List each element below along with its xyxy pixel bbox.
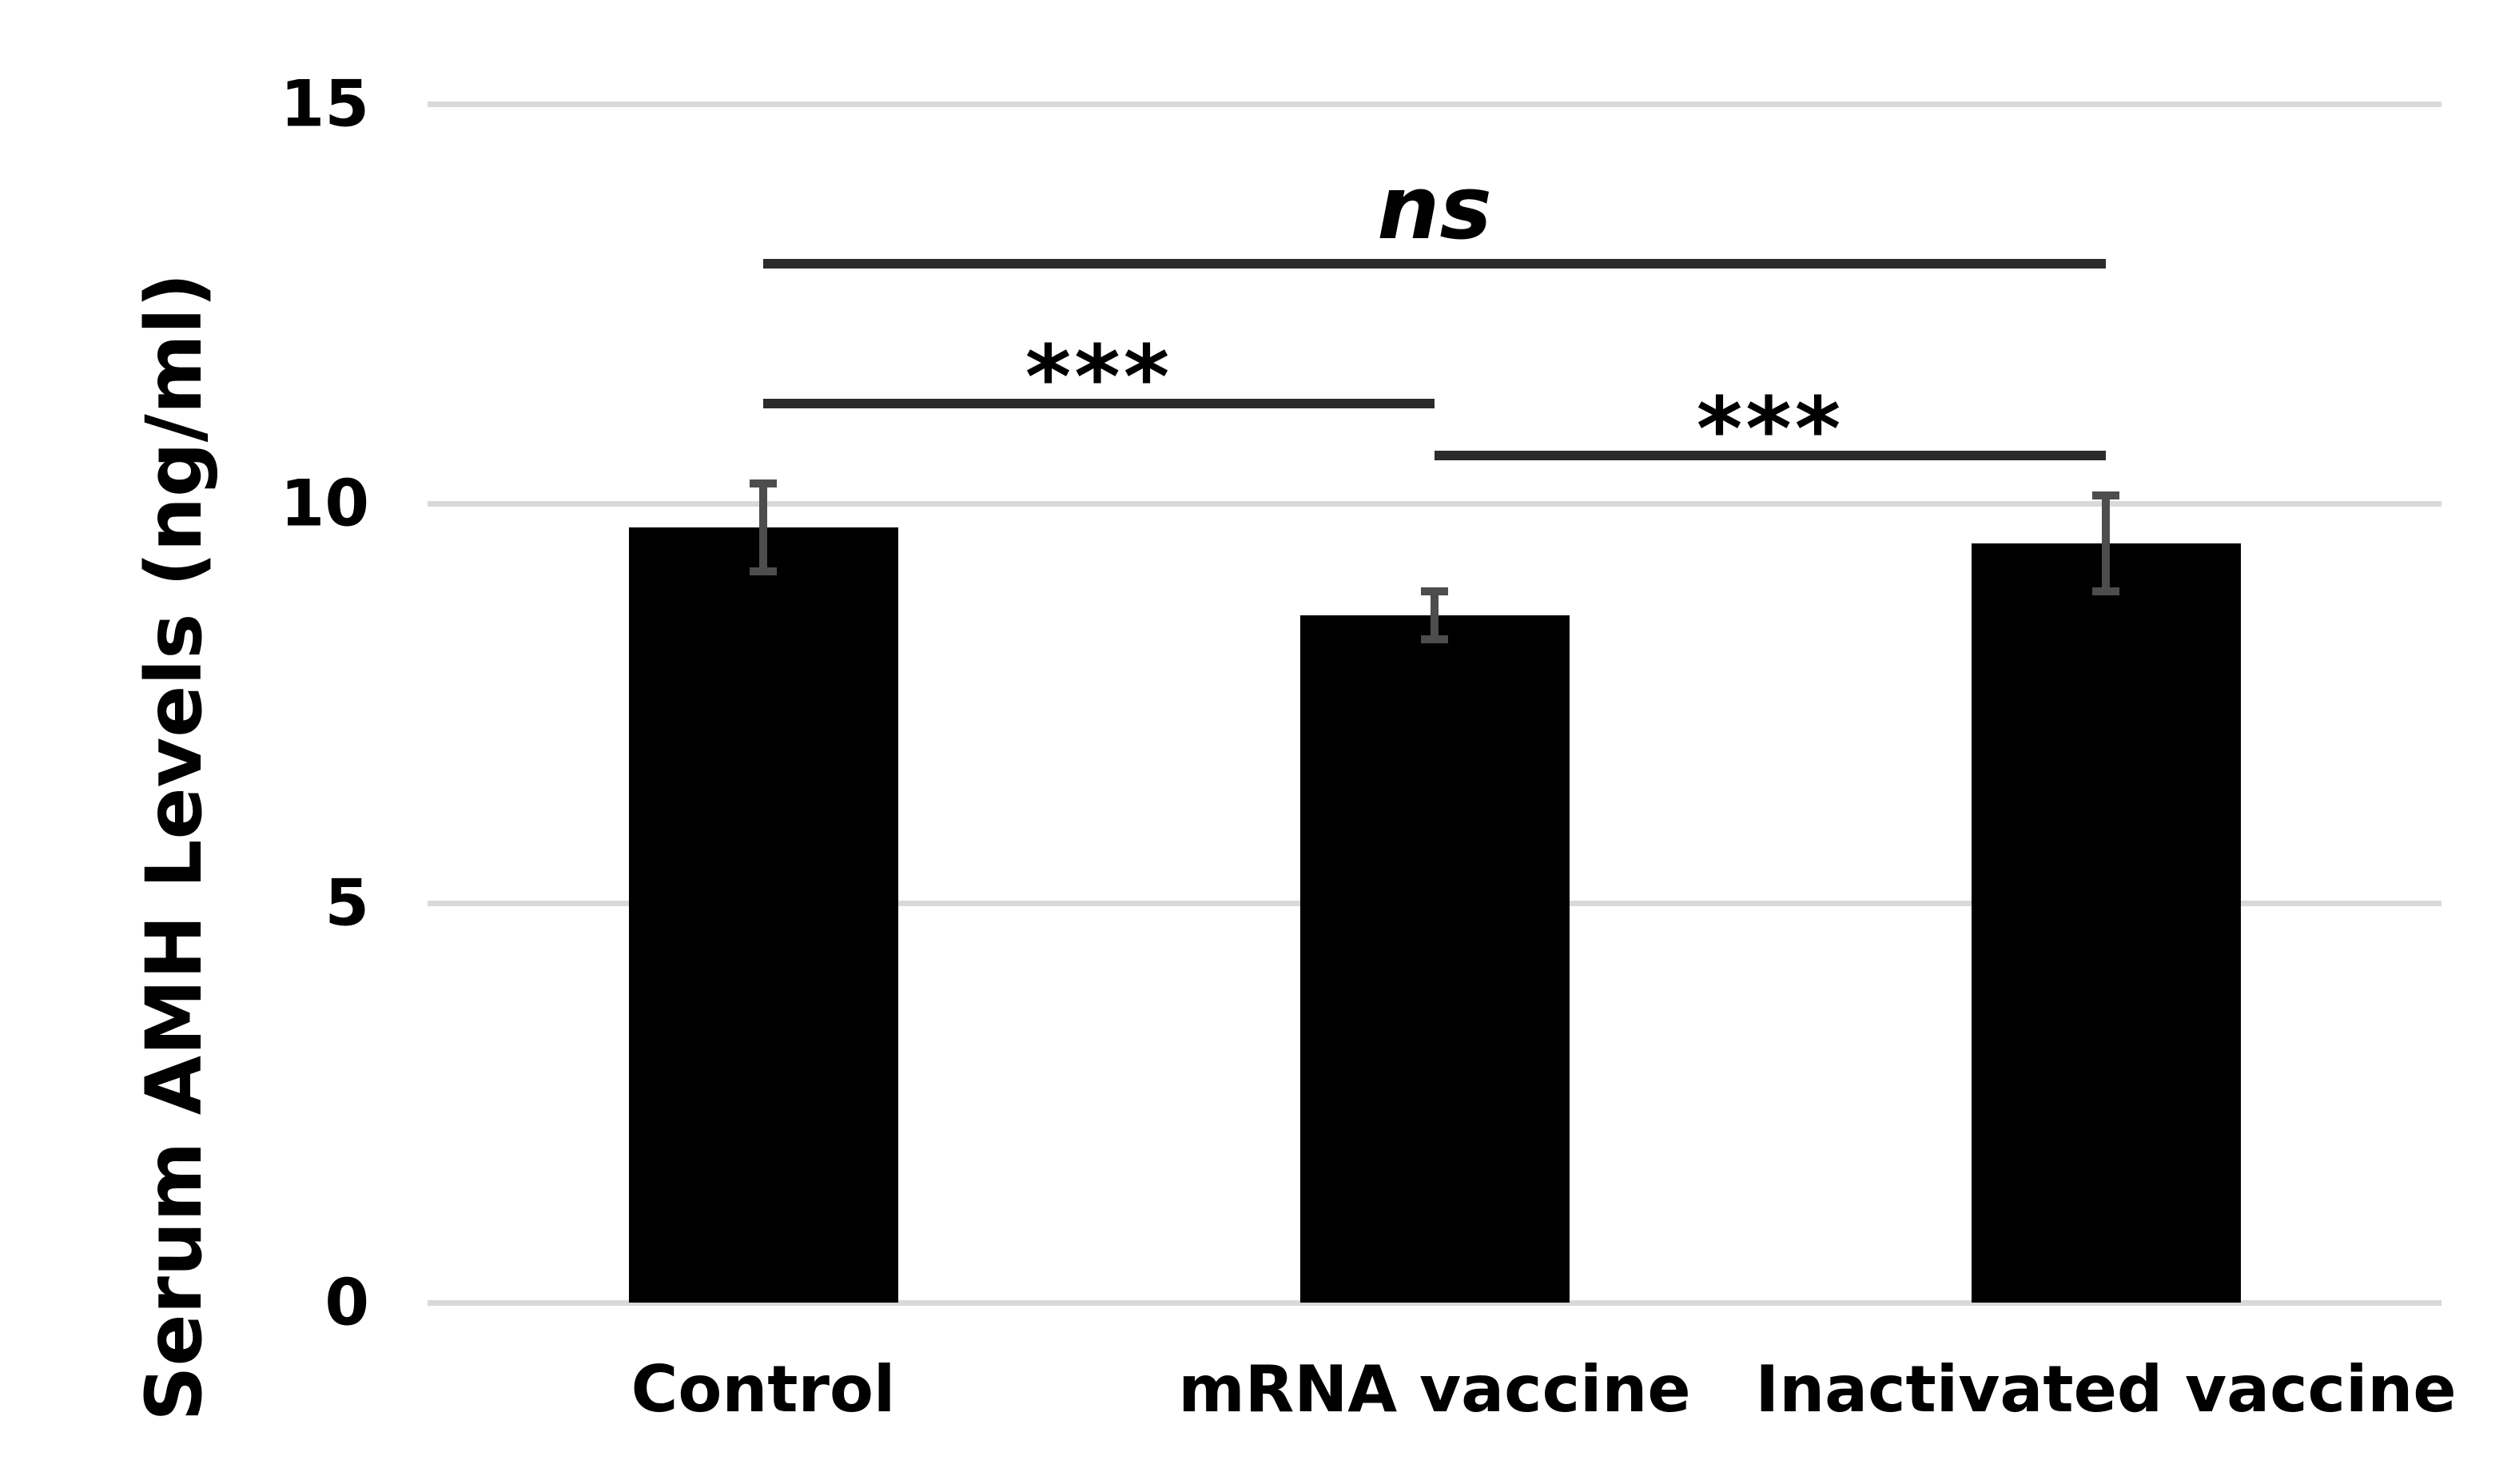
y-axis-title: Serum AMH Levels (ng/ml) [129,273,219,1422]
gridline-y-0 [428,1300,2441,1306]
bar-mrna-vaccine [1299,615,1570,1303]
error-cap-bottom-control [750,567,777,575]
significance-label-2: *** [1025,326,1173,428]
x-label-inactivated-vaccine: Inactivated vaccine [1755,1352,2457,1426]
significance-line-1 [763,259,2106,269]
significance-label-3: *** [1696,378,1844,480]
error-cap-top-control [750,479,777,487]
error-cap-top-inactivated-vaccine [2092,491,2119,499]
error-cap-top-mrna-vaccine [1421,587,1448,595]
error-cap-bottom-inactivated-vaccine [2092,587,2119,595]
y-tick-label-15: 15 [280,66,369,141]
gridline-y-10 [428,501,2441,507]
significance-label-1: ns [1377,156,1492,259]
y-tick-label-10: 10 [280,466,369,541]
error-bar-control [759,483,767,571]
significance-line-2 [763,399,1435,408]
gridline-y-15 [428,101,2441,107]
significance-line-3 [1435,451,2106,460]
error-cap-bottom-mrna-vaccine [1421,635,1448,643]
x-label-mrna-vaccine: mRNA vaccine [1178,1352,1691,1426]
y-tick-label-0: 0 [324,1265,369,1340]
error-bar-mrna-vaccine [1431,591,1439,639]
bar-inactivated-vaccine [1971,543,2241,1303]
y-tick-label-5: 5 [324,865,369,941]
error-bar-inactivated-vaccine [2102,495,2110,591]
x-label-control: Control [631,1352,896,1426]
bar-control [628,527,898,1303]
